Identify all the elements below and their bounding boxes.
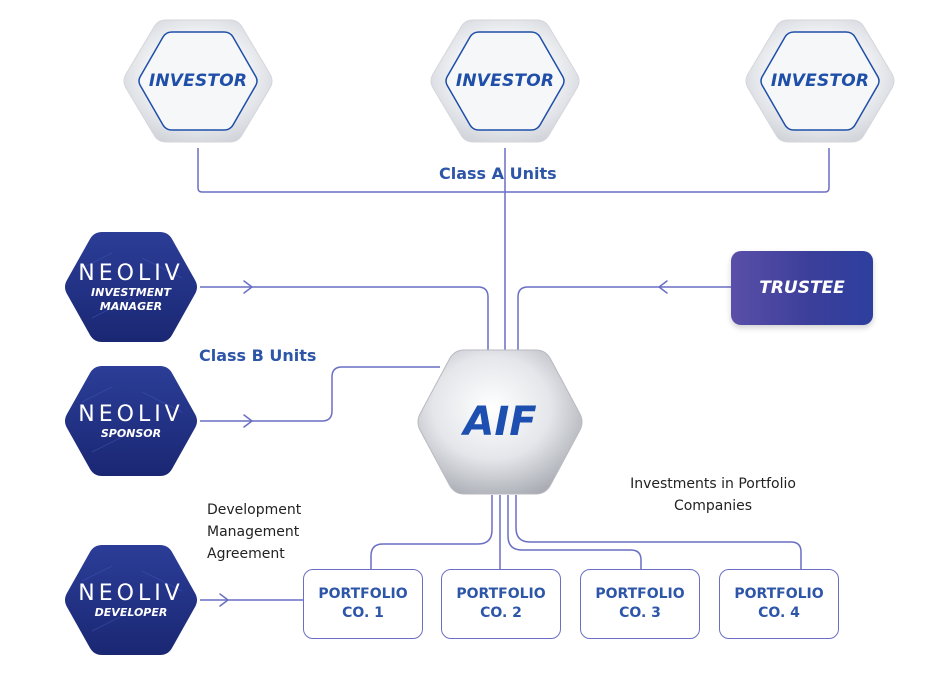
portfolio-line1: PORTFOLIO	[734, 586, 824, 602]
investor-hex-2: INVESTOR	[427, 12, 583, 150]
neoliv-brand-text: NEOLIV	[78, 260, 184, 286]
manager-to-aif-line	[200, 286, 489, 352]
arrow-trustee	[657, 280, 668, 294]
neoliv-brand-text: NEOLIV	[78, 401, 184, 427]
role-line: INVESTMENT	[91, 285, 171, 299]
aif-to-portfolio-1	[370, 495, 493, 569]
portfolio-box-2: PORTFOLIO CO. 2	[441, 569, 561, 639]
investor-label: INVESTOR	[455, 71, 555, 91]
investor-label: INVESTOR	[148, 71, 248, 91]
investments-note: Investments in Portfolio Companies	[618, 473, 808, 517]
aif-to-portfolio-4	[515, 495, 802, 569]
trustee-box: TRUSTEE	[731, 251, 873, 325]
development-note: Development Management Agreement	[207, 499, 301, 565]
class-a-bus-line	[197, 148, 830, 193]
aif-hex: AIF	[414, 344, 586, 500]
investor-hex-1: INVESTOR	[120, 12, 276, 150]
class-a-units-label: Class A Units	[439, 164, 557, 183]
investor-label: INVESTOR	[770, 71, 870, 91]
portfolio-box-1: PORTFOLIO CO. 1	[303, 569, 423, 639]
portfolio-line1: PORTFOLIO	[318, 586, 408, 602]
aif-label: AIF	[463, 399, 537, 445]
role-line: SPONSOR	[100, 426, 162, 440]
trustee-label: TRUSTEE	[759, 278, 845, 298]
role-line: DEVELOPER	[94, 605, 168, 619]
trustee-to-aif-line	[517, 286, 731, 352]
sponsor-hex: NEOLIV SPONSOR	[62, 362, 200, 480]
neoliv-brand-text: NEOLIV	[78, 580, 184, 606]
portfolio-box-3: PORTFOLIO CO. 3	[580, 569, 700, 639]
note-line: Management	[207, 524, 300, 540]
portfolio-box-4: PORTFOLIO CO. 4	[719, 569, 839, 639]
arrow-manager	[243, 280, 254, 294]
portfolio-line2: CO. 2	[480, 605, 522, 621]
arrow-developer	[219, 593, 230, 607]
sponsor-to-aif-line	[200, 366, 440, 422]
note-line: Investments in Portfolio	[630, 476, 796, 492]
note-line: Development	[207, 502, 302, 518]
investment-manager-hex: NEOLIV INVESTMENT MANAGER	[62, 228, 200, 346]
arrow-sponsor	[243, 414, 254, 428]
role-line: MANAGER	[99, 299, 163, 313]
portfolio-line2: CO. 3	[619, 605, 661, 621]
note-line: Companies	[673, 498, 753, 514]
portfolio-line1: PORTFOLIO	[595, 586, 685, 602]
developer-hex: NEOLIV DEVELOPER	[62, 541, 200, 659]
portfolio-line2: CO. 1	[342, 605, 384, 621]
portfolio-line2: CO. 4	[758, 605, 800, 621]
class-b-units-label: Class B Units	[199, 346, 317, 365]
aif-to-portfolio-3	[507, 495, 642, 569]
note-line: Agreement	[207, 546, 285, 562]
investor-hex-3: INVESTOR	[742, 12, 898, 150]
portfolio-line1: PORTFOLIO	[456, 586, 546, 602]
